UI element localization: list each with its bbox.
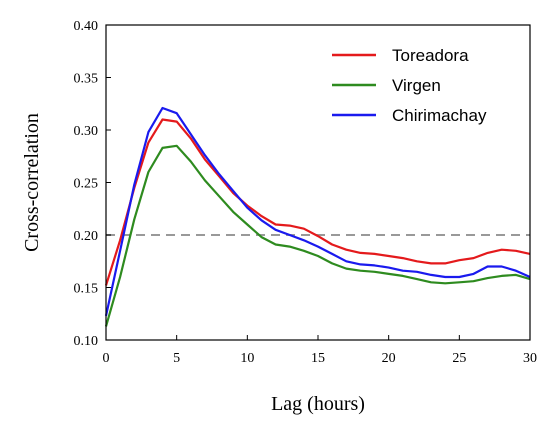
x-tick-label: 20 (382, 351, 396, 366)
x-axis-label: Lag (hours) (271, 393, 365, 415)
y-tick-label: 0.15 (74, 282, 99, 297)
x-tick-label: 5 (173, 351, 180, 366)
y-tick-label: 0.25 (74, 177, 99, 192)
plot-frame (105, 24, 531, 341)
series-line-toreadora (104, 118, 531, 286)
y-axis-label: Cross-correlation (21, 113, 43, 252)
plot-data-layer (104, 106, 531, 327)
y-tick-label: 0.10 (74, 334, 99, 349)
y-tick-label: 0.30 (74, 124, 99, 139)
x-tick-label: 15 (311, 351, 325, 366)
legend-label-toreadora: Toreadora (392, 46, 469, 65)
y-tick-label: 0.20 (74, 229, 99, 244)
axes-layer: 0 5 10 15 20 25 30 0.10 0.15 0.20 0.25 0.30 0.35 0.40 (74, 19, 538, 366)
series-line-virgen (104, 144, 531, 327)
x-tick-label: 30 (523, 351, 537, 366)
x-tick-label: 10 (240, 351, 254, 366)
legend: Toreadora Virgen Chirimachay (332, 46, 487, 125)
legend-label-chirimachay: Chirimachay (392, 106, 487, 125)
y-tick-label: 0.35 (74, 72, 99, 87)
y-tick-label: 0.40 (74, 19, 99, 34)
legend-label-virgen: Virgen (392, 76, 441, 95)
x-tick-label: 25 (452, 351, 466, 366)
series-line-chirimachay (104, 106, 531, 317)
x-tick-label: 0 (103, 351, 110, 366)
